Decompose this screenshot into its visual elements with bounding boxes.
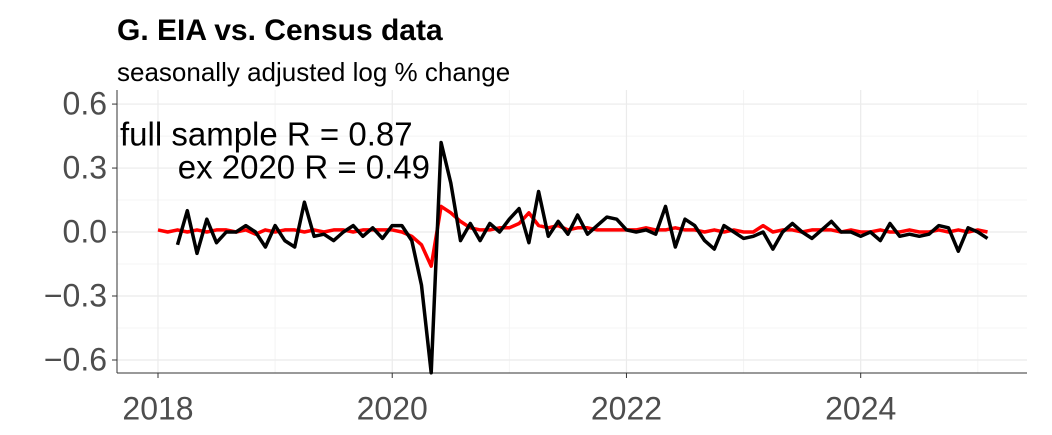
x-tick-label: 2020	[357, 390, 428, 426]
y-tick-label: −0.3	[44, 277, 107, 313]
annotation: full sample R = 0.87	[120, 116, 413, 153]
y-tick-label: 0.6	[63, 86, 107, 122]
data-line	[175, 140, 989, 375]
chart-title: G. EIA vs. Census data	[117, 14, 443, 47]
x-tick-label: 2022	[591, 390, 662, 426]
x-tick-label: 2018	[122, 390, 193, 426]
y-tick-label: 0.3	[63, 150, 107, 186]
chart-subtitle: seasonally adjusted log % change	[117, 57, 510, 87]
y-tick-label: 0.0	[63, 213, 107, 249]
annotation: ex 2020 R = 0.49	[178, 149, 430, 186]
x-tick-label: 2024	[825, 390, 896, 426]
y-tick-label: −0.6	[44, 341, 107, 377]
